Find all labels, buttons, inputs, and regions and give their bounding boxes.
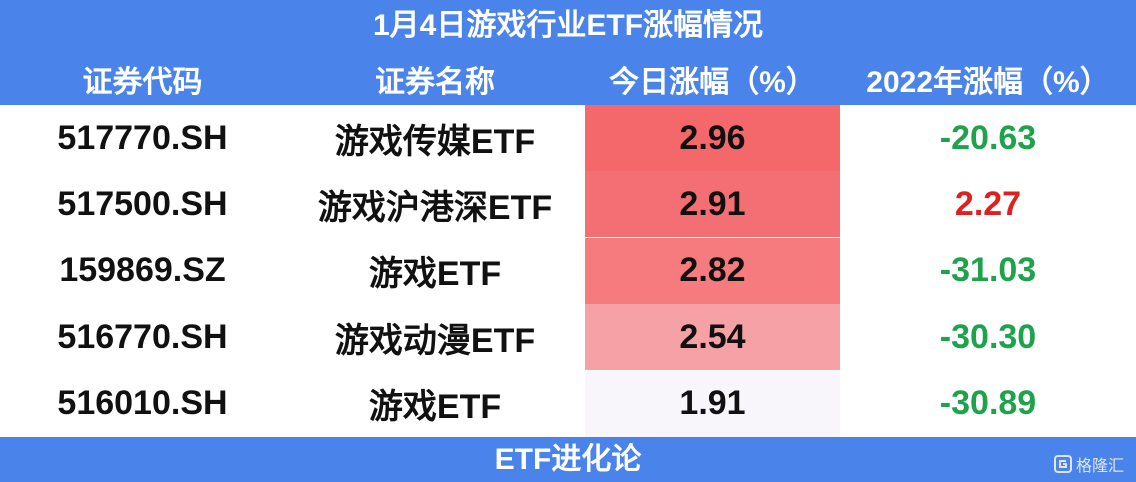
watermark-text: 格隆汇: [1075, 458, 1124, 475]
title: 1月4日游戏行业ETF涨幅情况: [0, 0, 1136, 52]
table-cell: 2.27: [954, 184, 1022, 223]
table-cell: 517500.SH: [57, 184, 228, 223]
table-cell: 516010.SH: [57, 384, 228, 423]
table-row: 516010.SH 游戏ETF 1.91 -30.89: [0, 370, 1136, 437]
table-cell: 2.91: [585, 171, 840, 238]
table-row: 517500.SH 游戏沪港深ETF 2.91 2.27: [0, 171, 1136, 238]
table-row: 516770.SH 游戏动漫ETF 2.54 -30.30: [0, 304, 1136, 371]
header-cell: 证券代码: [82, 65, 203, 99]
table-cell: 159869.SZ: [59, 251, 226, 290]
header-cell: 2022年涨幅（%）: [866, 65, 1110, 99]
table-cell: 1.91: [585, 370, 840, 437]
table-cell: 2.54: [585, 304, 840, 371]
table-cell: -20.63: [939, 118, 1037, 157]
header-cell: 今日涨幅（%）: [609, 65, 816, 99]
table-row: 159869.SZ 游戏ETF 2.82 -31.03: [0, 237, 1136, 304]
header-cell: 证券名称: [375, 65, 495, 99]
table-cell: -30.30: [939, 317, 1037, 356]
footer: ETF进化论: [0, 437, 1136, 482]
table-cell: 2.82: [585, 237, 840, 304]
table-cell: -31.03: [939, 251, 1037, 290]
table-cell: -30.89: [939, 384, 1037, 423]
table-cell: 游戏动漫ETF: [334, 321, 536, 360]
table-cell: 游戏ETF: [368, 255, 502, 294]
table-cell: 游戏ETF: [368, 388, 502, 427]
table-cell: 516770.SH: [57, 317, 228, 356]
header-row: 证券代码 证券名称 今日涨幅（%） 2022年涨幅（%）: [0, 52, 1136, 105]
table-cell: 游戏传媒ETF: [334, 122, 536, 161]
table-row: 517770.SH 游戏传媒ETF 2.96 -20.63: [0, 105, 1136, 171]
table-cell: 游戏沪港深ETF: [317, 188, 553, 227]
table-cell: 2.96: [585, 105, 840, 171]
watermark-logo: [1053, 455, 1072, 473]
table-cell: 517770.SH: [57, 118, 228, 157]
watermark: 格隆汇: [1053, 452, 1124, 476]
